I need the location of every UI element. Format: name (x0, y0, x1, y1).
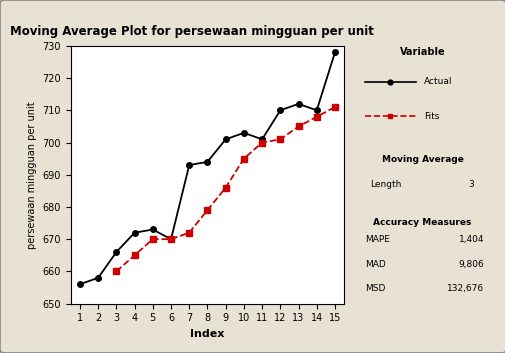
Text: Actual: Actual (423, 77, 451, 86)
Text: 3: 3 (468, 180, 474, 190)
Text: 1,404: 1,404 (458, 235, 483, 244)
Text: 132,676: 132,676 (446, 285, 483, 293)
Text: Fits: Fits (423, 112, 438, 121)
Text: Moving Average Plot for persewaan mingguan per unit: Moving Average Plot for persewaan minggu… (10, 25, 374, 38)
Text: Moving Average: Moving Average (381, 155, 463, 164)
Text: MAD: MAD (365, 259, 385, 269)
Text: MSD: MSD (365, 285, 385, 293)
X-axis label: Index: Index (190, 329, 224, 339)
Text: 9,806: 9,806 (458, 259, 483, 269)
Text: MAPE: MAPE (365, 235, 389, 244)
Text: Variable: Variable (399, 47, 444, 57)
Text: Length: Length (370, 180, 401, 190)
Text: Accuracy Measures: Accuracy Measures (373, 218, 471, 227)
Y-axis label: persewaan mingguan per unit: persewaan mingguan per unit (27, 101, 37, 249)
